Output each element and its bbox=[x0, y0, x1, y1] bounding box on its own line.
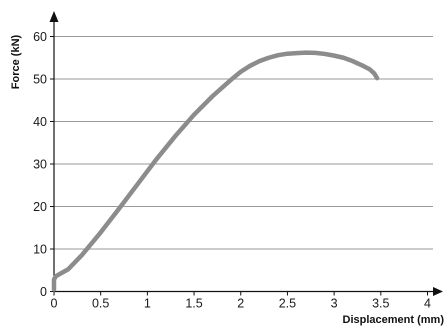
gridlines bbox=[54, 36, 433, 250]
x-tick-label: 3 bbox=[331, 297, 338, 311]
x-axis-arrow-icon bbox=[433, 287, 443, 296]
x-tick-label: 0 bbox=[51, 297, 58, 311]
x-tick-label: 1.5 bbox=[185, 297, 202, 311]
x-tick-label: 0.5 bbox=[92, 297, 109, 311]
y-axis-label: Force (kN) bbox=[10, 34, 22, 89]
x-tick-label: 1 bbox=[144, 297, 151, 311]
x-tick-label: 3.5 bbox=[372, 297, 389, 311]
y-tick-label: 30 bbox=[33, 158, 47, 172]
axes bbox=[49, 11, 443, 296]
force-displacement-curve bbox=[51, 50, 380, 292]
y-tick-label: 40 bbox=[33, 115, 47, 129]
x-tick-label: 2.5 bbox=[279, 297, 296, 311]
y-tick-label: 20 bbox=[33, 200, 47, 214]
y-tick-label: 10 bbox=[33, 243, 47, 257]
series bbox=[51, 50, 380, 292]
ticks: 0 10 20 30 40 50 60 0 0.5 1 1.5 2 2.5 3 3.5 4 bbox=[33, 30, 431, 311]
x-tick-label: 2 bbox=[237, 297, 244, 311]
y-tick-label: 50 bbox=[33, 73, 47, 87]
x-tick-label: 4 bbox=[424, 297, 431, 311]
x-axis-label: Displacement (mm) bbox=[343, 314, 445, 326]
y-axis-arrow-icon bbox=[49, 11, 59, 22]
y-tick-label: 60 bbox=[33, 30, 47, 44]
y-tick-label: 0 bbox=[40, 285, 47, 299]
